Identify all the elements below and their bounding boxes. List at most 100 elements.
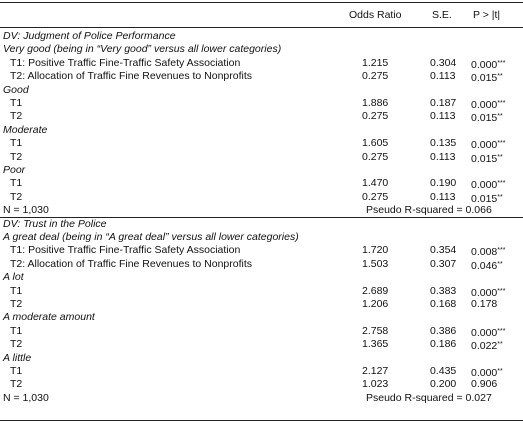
row-label: T1 xyxy=(10,177,23,190)
p-value-number: 0.000 xyxy=(471,139,498,152)
sample-size: N = 1,030 xyxy=(3,204,49,217)
significance-stars: ** xyxy=(497,113,503,121)
se-value: 0.386 xyxy=(430,324,457,337)
sample-size: N = 1,030 xyxy=(3,391,49,404)
odds-ratio-value: 0.275 xyxy=(362,110,389,123)
odds-ratio-value: 1.470 xyxy=(362,177,389,190)
row-label: T1 xyxy=(10,284,23,297)
row-label: T1 xyxy=(10,324,23,337)
p-value: 0.906 xyxy=(471,378,497,391)
row-label: T2 xyxy=(10,190,23,203)
odds-ratio-value: 1.215 xyxy=(362,56,389,69)
se-value: 0.187 xyxy=(430,97,457,109)
odds-ratio-value: 1.023 xyxy=(362,378,389,391)
category-label: Poor xyxy=(3,164,26,176)
significance-stars: *** xyxy=(497,247,506,255)
se-value: 0.135 xyxy=(430,137,457,150)
category-label: Moderate xyxy=(3,123,48,136)
p-value-number: 0.015 xyxy=(471,192,498,205)
odds-ratio-value: 1.365 xyxy=(362,338,389,351)
category-label: Good xyxy=(3,83,29,96)
odds-ratio-value: 1.503 xyxy=(362,257,389,270)
p-value: 0.000*** xyxy=(471,325,505,340)
se-value: 0.113 xyxy=(430,110,456,123)
header-rule xyxy=(0,27,523,28)
category-label: A moderate amount xyxy=(3,311,95,324)
significance-stars: *** xyxy=(497,59,506,67)
significance-stars: ** xyxy=(497,193,503,201)
panel-divider xyxy=(0,216,523,218)
row-label: T2 xyxy=(10,338,23,351)
significance-stars: *** xyxy=(497,140,506,148)
category-label: Very good (being in “Very good” versus a… xyxy=(3,43,282,56)
p-value: 0.000*** xyxy=(471,285,505,300)
se-value: 0.435 xyxy=(430,365,457,377)
row-label: T1 xyxy=(10,97,23,109)
pseudo-r-squared: Pseudo R-squared = 0.027 xyxy=(366,391,492,404)
se-value: 0.200 xyxy=(430,378,457,391)
p-value-number: 0.178 xyxy=(471,298,498,310)
p-value: 0.015** xyxy=(471,110,503,125)
row-label: T2: Allocation of Traffic Fine Revenues … xyxy=(10,257,253,270)
p-value: 0.000*** xyxy=(471,137,505,152)
header-p-value: P > |t| xyxy=(473,9,501,21)
significance-stars: ** xyxy=(497,73,503,81)
odds-ratio-value: 1.605 xyxy=(362,137,389,150)
se-value: 0.354 xyxy=(430,244,457,257)
p-value-number: 0.015 xyxy=(471,112,498,125)
odds-ratio-value: 2.689 xyxy=(362,284,389,297)
p-value: 0.008*** xyxy=(471,244,505,259)
significance-stars: *** xyxy=(497,180,506,188)
p-value-number: 0.000 xyxy=(471,58,498,71)
significance-stars: ** xyxy=(497,153,503,161)
top-rule xyxy=(0,2,523,3)
dv-title: DV: Judgment of Police Performance xyxy=(3,30,176,42)
row-label: T1 xyxy=(10,365,23,377)
category-label: A lot xyxy=(3,271,24,284)
p-value: 0.015** xyxy=(471,151,503,166)
pseudo-r-squared: Pseudo R-squared = 0.066 xyxy=(366,204,492,217)
row-label: T2 xyxy=(10,110,23,123)
significance-stars: ** xyxy=(497,341,503,349)
se-value: 0.113 xyxy=(430,150,456,163)
significance-stars: ** xyxy=(497,368,503,375)
p-value-number: 0.015 xyxy=(471,152,498,165)
significance-stars: *** xyxy=(497,287,506,295)
odds-ratio-value: 0.275 xyxy=(362,150,389,163)
odds-ratio-value: 1.720 xyxy=(362,244,389,257)
row-label: T2 xyxy=(10,150,23,163)
category-label: A great deal (being in “A great deal” ve… xyxy=(3,231,299,243)
row-label: T1: Positive Traffic Fine-Traffic Safety… xyxy=(10,56,241,69)
row-label: T2 xyxy=(10,298,23,310)
se-value: 0.113 xyxy=(430,70,456,83)
p-value: 0.000** xyxy=(471,365,503,380)
p-value: 0.015** xyxy=(471,70,503,85)
p-value-number: 0.000 xyxy=(471,326,498,339)
odds-ratio-value: 1.206 xyxy=(362,298,389,310)
bottom-rule xyxy=(0,420,523,421)
category-label: A little xyxy=(3,351,32,364)
row-label: T2: Allocation of Traffic Fine Revenues … xyxy=(10,70,253,83)
se-value: 0.186 xyxy=(430,338,457,351)
significance-stars: *** xyxy=(497,327,506,335)
se-value: 0.304 xyxy=(430,56,457,69)
odds-ratio-value: 0.275 xyxy=(362,70,389,83)
significance-stars: *** xyxy=(497,100,506,107)
p-value-number: 0.008 xyxy=(471,246,498,259)
row-label: T1 xyxy=(10,137,23,150)
p-value-number: 0.000 xyxy=(471,286,498,299)
p-value-number: 0.000 xyxy=(471,179,498,192)
p-value-number: 0.000 xyxy=(471,99,498,111)
p-value: 0.000*** xyxy=(471,57,505,72)
row-label: T2 xyxy=(10,378,23,391)
se-value: 0.168 xyxy=(430,298,457,310)
odds-ratio-value: 0.275 xyxy=(362,190,389,203)
header-odds-ratio: Odds Ratio xyxy=(349,9,402,21)
p-value-number: 0.046 xyxy=(471,259,498,272)
odds-ratio-value: 2.758 xyxy=(362,324,389,337)
p-value: 0.178 xyxy=(471,298,497,311)
p-value: 0.000*** xyxy=(471,177,505,192)
significance-stars: ** xyxy=(497,260,503,268)
odds-ratio-value: 1.886 xyxy=(362,97,389,109)
